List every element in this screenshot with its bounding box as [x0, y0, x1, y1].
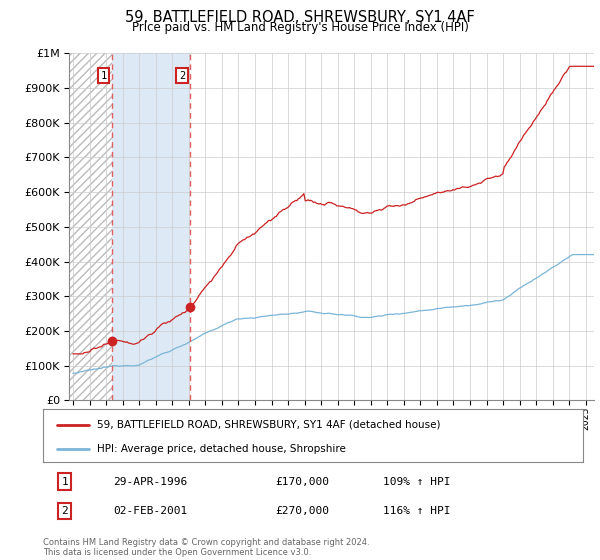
Text: 1: 1: [100, 71, 107, 81]
Text: 2: 2: [61, 506, 68, 516]
Text: 59, BATTLEFIELD ROAD, SHREWSBURY, SY1 4AF (detached house): 59, BATTLEFIELD ROAD, SHREWSBURY, SY1 4A…: [97, 420, 440, 430]
Text: Price paid vs. HM Land Registry's House Price Index (HPI): Price paid vs. HM Land Registry's House …: [131, 21, 469, 34]
Text: 109% ↑ HPI: 109% ↑ HPI: [383, 477, 451, 487]
Text: 02-FEB-2001: 02-FEB-2001: [113, 506, 188, 516]
Text: HPI: Average price, detached house, Shropshire: HPI: Average price, detached house, Shro…: [97, 444, 346, 454]
Text: £270,000: £270,000: [275, 506, 329, 516]
Text: 1: 1: [61, 477, 68, 487]
Text: 2: 2: [179, 71, 185, 81]
Text: 29-APR-1996: 29-APR-1996: [113, 477, 188, 487]
Text: 59, BATTLEFIELD ROAD, SHREWSBURY, SY1 4AF: 59, BATTLEFIELD ROAD, SHREWSBURY, SY1 4A…: [125, 10, 475, 25]
Bar: [69, 53, 112, 400]
Text: Contains HM Land Registry data © Crown copyright and database right 2024.
This d: Contains HM Land Registry data © Crown c…: [43, 538, 370, 557]
Bar: [112, 53, 190, 400]
Text: 116% ↑ HPI: 116% ↑ HPI: [383, 506, 451, 516]
Text: £170,000: £170,000: [275, 477, 329, 487]
